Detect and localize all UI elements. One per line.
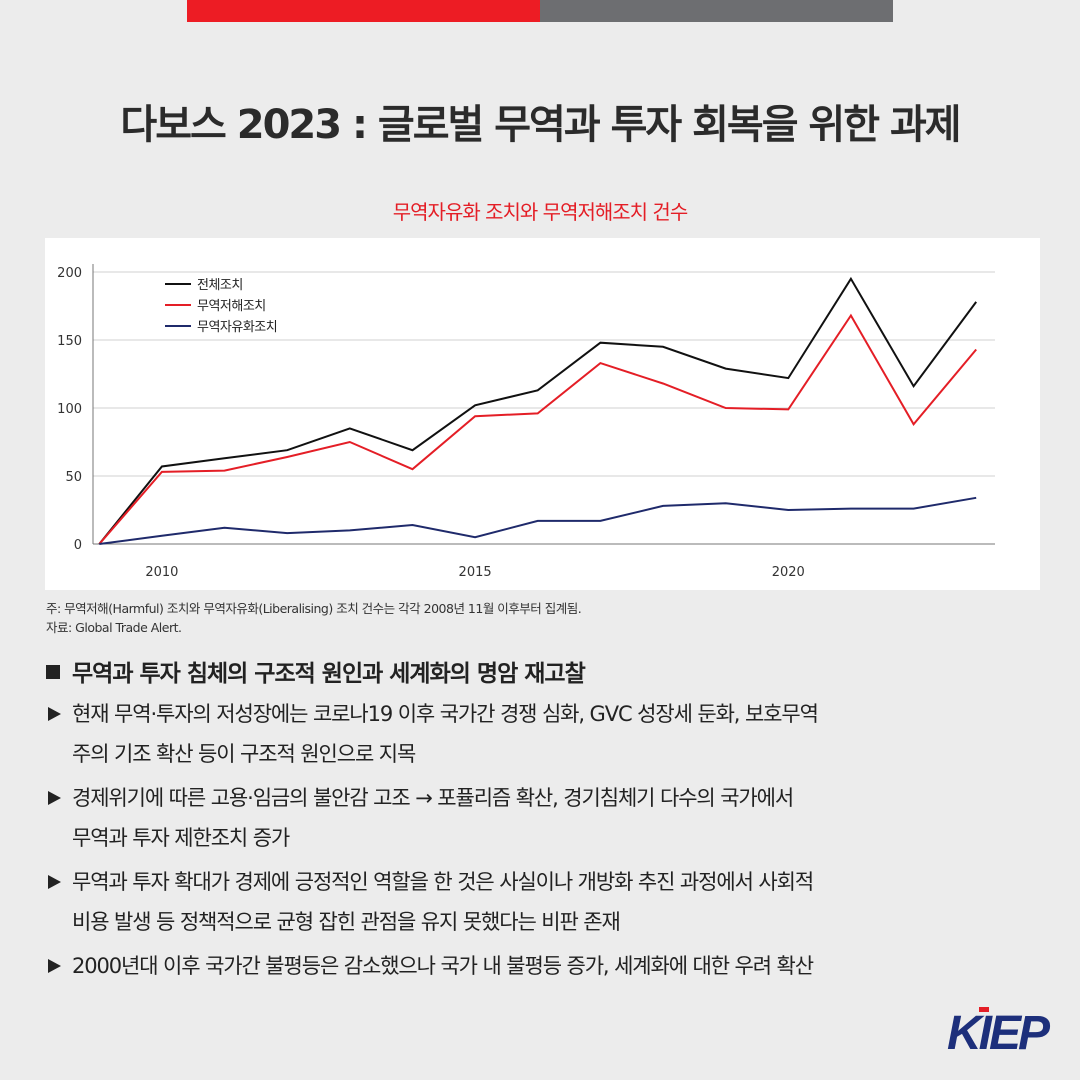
series-line-liberalising (99, 496, 977, 545)
x-tick-label: 2020 (772, 565, 805, 580)
page-title: 다보스 2023 : 글로벌 무역과 투자 회복을 위한 과제 (120, 102, 961, 148)
logo-text: KIEP (947, 1007, 1051, 1055)
x-tick-label: 2010 (145, 565, 178, 580)
bullet-line: 현재 무역·투자의 저성장에는 코로나19 이후 국가간 경쟁 심화, GVC … (72, 702, 819, 726)
y-tick-label: 100 (57, 402, 82, 417)
triangle-bullet-icon (48, 875, 61, 889)
legend-label: 무역저해조치 (197, 299, 266, 314)
y-tick-label: 200 (57, 266, 82, 281)
bullet-line: 주의 기조 확산 등이 구조적 원인으로 지목 (72, 742, 416, 766)
bullet-item: 현재 무역·투자의 저성장에는 코로나19 이후 국가간 경쟁 심화, GVC … (46, 694, 1046, 774)
bullet-line: 경제위기에 따른 고용·임금의 불안감 고조 → 포퓰리즘 확산, 경기침체기 … (72, 786, 794, 810)
series-line-total (98, 276, 978, 545)
kiep-logo: KIEP (945, 1003, 1057, 1055)
bullet-line: 비용 발생 등 정책적으로 균형 잡힌 관점을 유지 못했다는 비판 존재 (72, 910, 621, 934)
triangle-bullet-icon (48, 791, 61, 805)
chart-note: 주: 무역저해(Harmful) 조치와 무역자유화(Liberalising)… (46, 601, 582, 616)
top-accent-bar-red (187, 0, 540, 22)
y-tick-label: 0 (74, 538, 82, 553)
section-heading: 무역과 투자 침체의 구조적 원인과 세계화의 명암 재고찰 (46, 654, 586, 688)
bullet-line: 무역과 투자 확대가 경제에 긍정적인 역할을 한 것은 사실이나 개방화 추진… (72, 870, 814, 894)
logo-red-accent (979, 1007, 989, 1012)
legend-label: 무역자유화조치 (197, 320, 277, 335)
bullet-item: 경제위기에 따른 고용·임금의 불안감 고조 → 포퓰리즘 확산, 경기침체기 … (46, 778, 1046, 858)
series-line-harmful (98, 313, 977, 545)
triangle-bullet-icon (48, 959, 61, 973)
triangle-bullet-icon (48, 707, 61, 721)
y-tick-label: 50 (65, 470, 82, 485)
y-tick-label: 150 (57, 334, 82, 349)
bullet-line: 무역과 투자 제한조치 증가 (72, 826, 290, 850)
kiep-logo-mark: KIEP (947, 1007, 1054, 1055)
bullet-item: 무역과 투자 확대가 경제에 긍정적인 역할을 한 것은 사실이나 개방화 추진… (46, 862, 1046, 942)
bullet-line: 2000년대 이후 국가간 불평등은 감소했으나 국가 내 불평등 증가, 세계… (72, 954, 814, 978)
square-bullet-icon (46, 665, 60, 679)
section-heading-text: 무역과 투자 침체의 구조적 원인과 세계화의 명암 재고찰 (72, 661, 586, 687)
legend-label: 전체조치 (197, 278, 243, 293)
top-accent-bar-gray (540, 0, 893, 22)
line-chart: 0 50 100 150 200 2010 2015 2020 전체조치무역저해조치무역자유화조… (57, 264, 995, 580)
bullet-item: 2000년대 이후 국가간 불평등은 감소했으나 국가 내 불평등 증가, 세계… (46, 946, 1046, 986)
x-tick-label: 2015 (459, 565, 492, 580)
bullet-list: 현재 무역·투자의 저성장에는 코로나19 이후 국가간 경쟁 심화, GVC … (46, 694, 1046, 990)
chart-source: 자료: Global Trade Alert. (46, 620, 182, 635)
chart-subtitle: 무역자유화 조치와 무역저해조치 건수 (392, 200, 688, 224)
